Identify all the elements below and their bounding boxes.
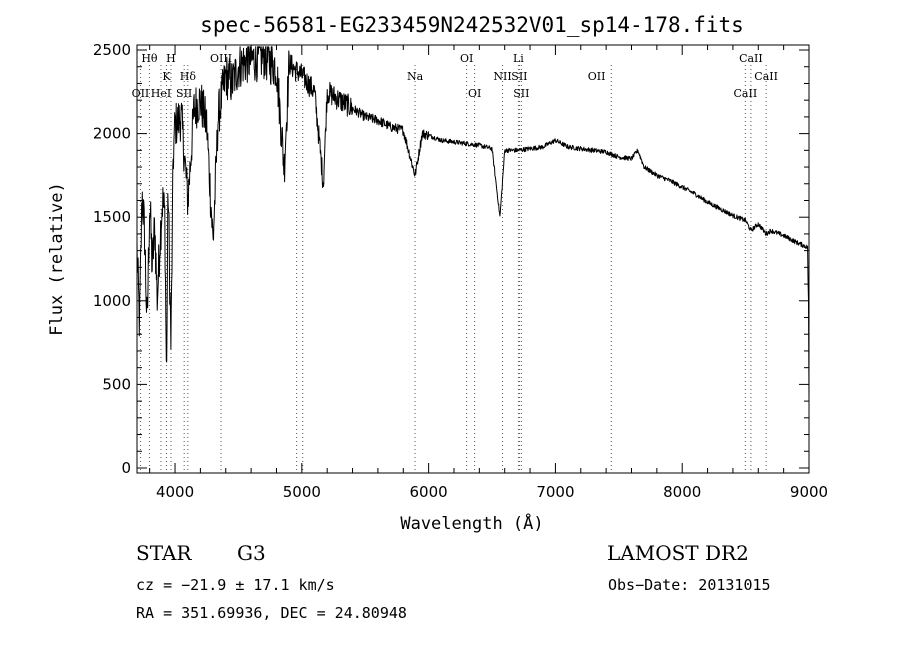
line-label: SII: [176, 87, 192, 100]
x-axis-label: Wavelength (Å): [400, 512, 543, 534]
y-tick-label: 2000: [93, 125, 131, 143]
line-label: OII: [132, 87, 150, 100]
chart-title: spec-56581-EG233459N242532V01_sp14-178.f…: [200, 13, 744, 37]
coordinates-readout: RA = 351.69936, DEC = 24.80948: [136, 604, 407, 622]
y-tick-label: 500: [102, 375, 131, 393]
emission-line-markers: [139, 65, 767, 473]
line-label: Li: [513, 52, 524, 65]
line-label: CaII: [734, 87, 758, 100]
y-axis-label: Flux (relative): [47, 182, 67, 336]
line-label: OI: [468, 87, 481, 100]
plot-frame: [136, 44, 810, 474]
line-label: OI: [460, 52, 473, 65]
survey-name: LAMOST DR2: [607, 541, 749, 565]
line-label: Hθ: [141, 52, 158, 65]
y-tick-label: 1000: [93, 292, 131, 310]
object-subclass: G3: [237, 541, 266, 565]
line-label: CaII: [739, 52, 763, 65]
line-label: HeI: [151, 87, 171, 100]
line-label: Hδ: [180, 70, 197, 83]
line-label: K: [162, 70, 171, 83]
object-class: STAR: [136, 541, 192, 565]
line-label: SII: [511, 70, 527, 83]
y-axis-ticks: 0 500 1000 1500 2000 2500: [93, 41, 809, 477]
line-label: OII: [588, 70, 606, 83]
line-label: SII: [513, 87, 529, 100]
line-label: Na: [407, 70, 424, 83]
x-tick-label: 8000: [663, 483, 701, 501]
y-tick-label: 1500: [93, 208, 131, 226]
line-label: H: [166, 52, 176, 65]
obs-date: Obs−Date: 20131015: [608, 576, 771, 594]
x-tick-label: 6000: [410, 483, 448, 501]
x-axis-ticks: 4000 5000 6000 7000 8000 9000: [149, 45, 828, 501]
x-tick-label: 9000: [790, 483, 828, 501]
x-tick-label: 4000: [156, 483, 194, 501]
line-label: NII: [493, 70, 511, 83]
x-tick-label: 7000: [536, 483, 574, 501]
spectrum-line: [136, 46, 810, 402]
y-tick-label: 0: [121, 459, 131, 477]
x-tick-label: 5000: [283, 483, 321, 501]
y-tick-label: 2500: [93, 41, 131, 59]
line-label: CaII: [754, 70, 778, 83]
redshift-readout: cz = −21.9 ± 17.1 km/s: [136, 576, 335, 594]
